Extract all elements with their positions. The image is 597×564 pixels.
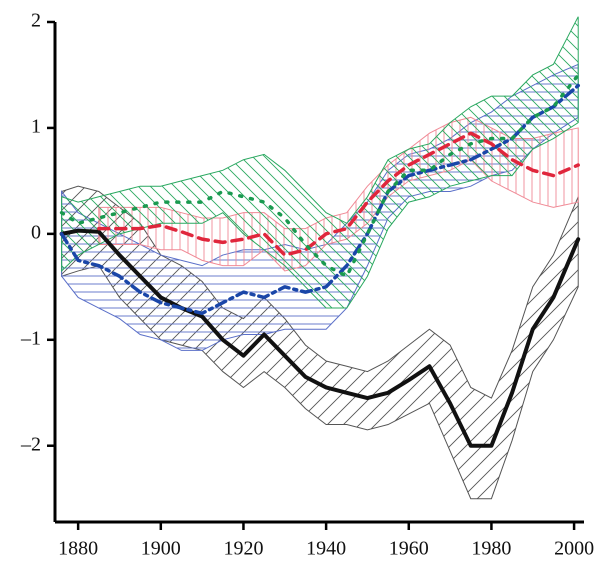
- series-line: [97, 131, 580, 257]
- y-tick-label: –1: [20, 327, 41, 349]
- x-tick-label: 1880: [58, 538, 98, 560]
- series-line: [59, 73, 580, 278]
- band: [61, 16, 579, 309]
- series-line: [59, 83, 580, 316]
- y-tick-label: 2: [31, 10, 41, 32]
- x-tick-label: 1980: [471, 538, 511, 560]
- x-tick-label: 2000: [554, 538, 594, 560]
- x-tick-label: 1940: [306, 538, 346, 560]
- y-tick-label: 1: [31, 116, 41, 138]
- y-tick-label: 0: [31, 221, 41, 243]
- series-line: [59, 228, 581, 448]
- x-tick-label: 1960: [389, 538, 429, 560]
- x-tick-label: 1900: [141, 538, 181, 560]
- y-tick-label: –2: [20, 433, 41, 455]
- x-tick-label: 1920: [223, 538, 263, 560]
